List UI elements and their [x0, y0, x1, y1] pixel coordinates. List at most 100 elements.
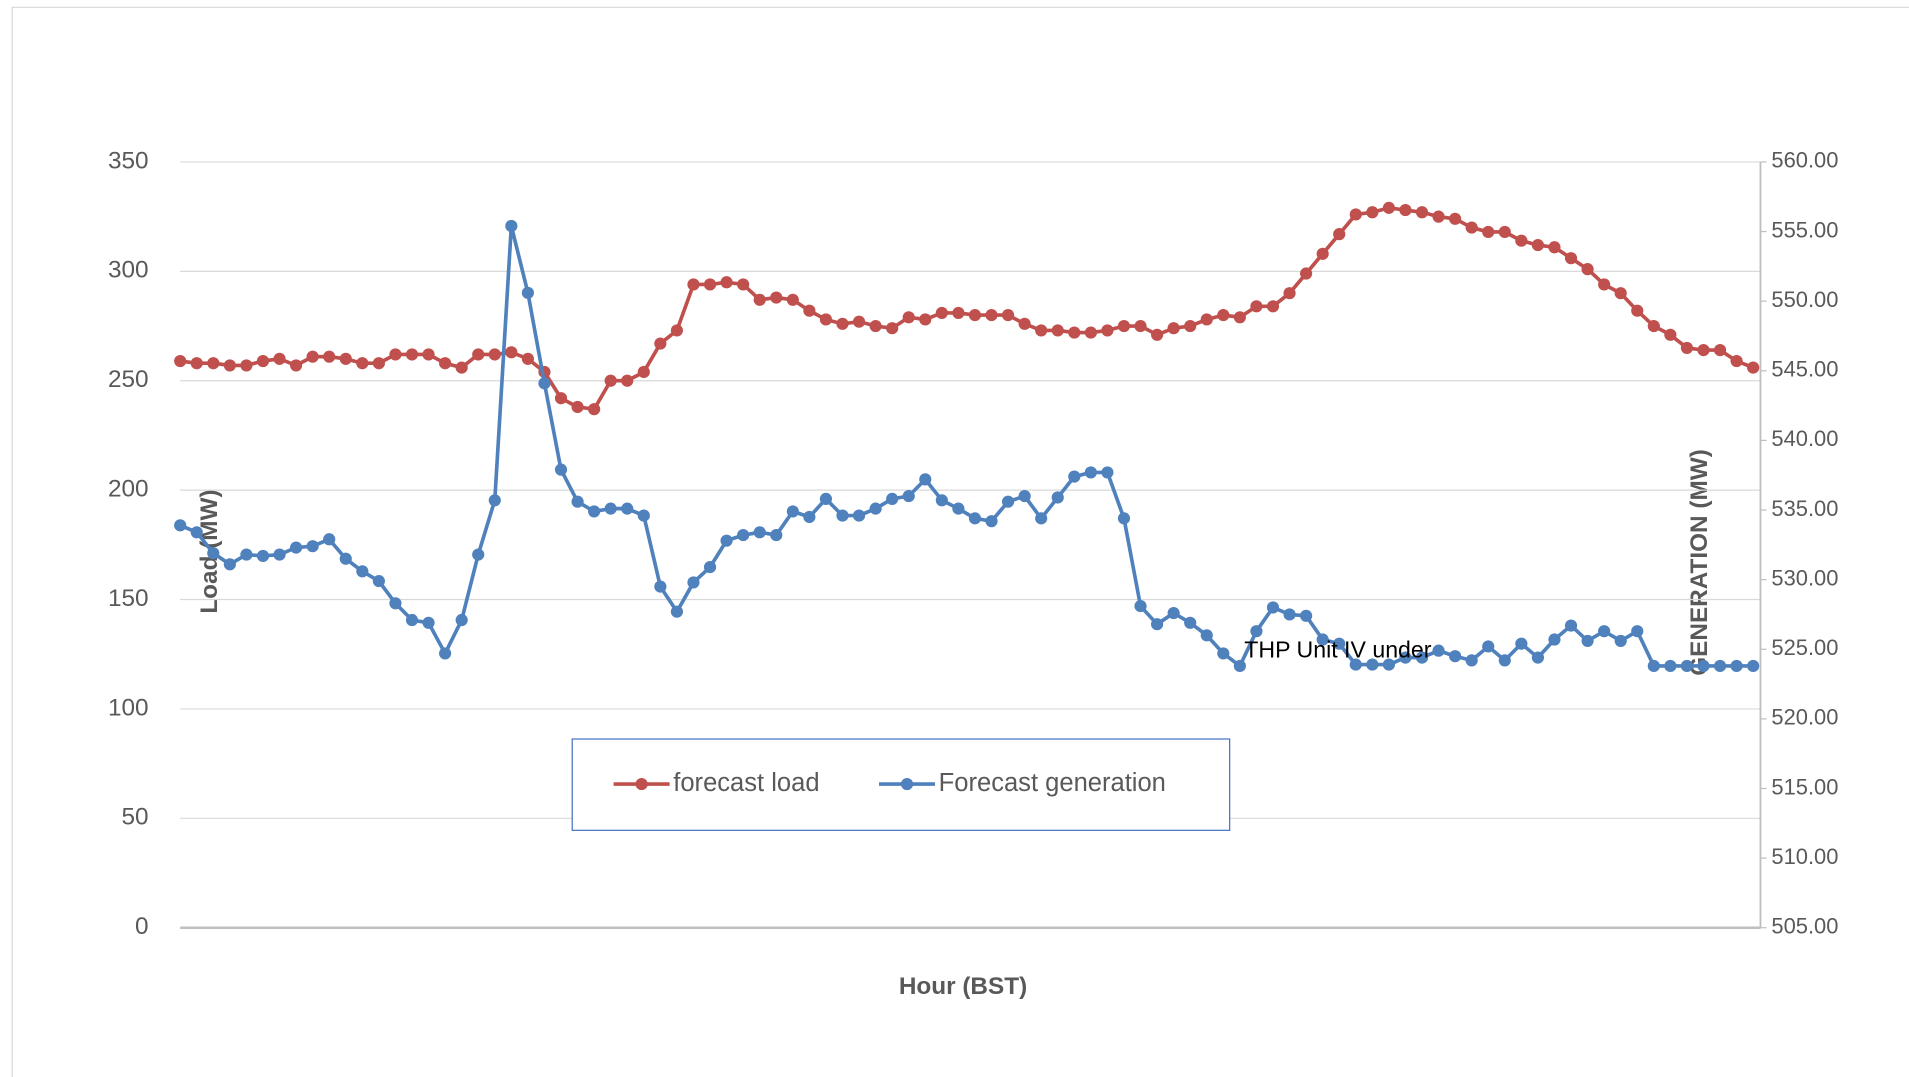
- data-point: [968, 512, 982, 525]
- data-point: [240, 359, 253, 372]
- data-point: [1664, 328, 1677, 341]
- data-point: [1266, 300, 1280, 313]
- data-point: [753, 526, 766, 539]
- data-point: [919, 313, 932, 326]
- data-point: [670, 324, 684, 337]
- data-point: [1035, 324, 1048, 337]
- data-point: [1531, 651, 1545, 664]
- data-point: [935, 306, 948, 319]
- data-point: [1697, 659, 1710, 673]
- data-point: [1250, 625, 1263, 638]
- data-point: [1151, 328, 1164, 341]
- data-point: [1680, 341, 1694, 355]
- data-point: [1531, 238, 1545, 252]
- y2-tick-label: 510.00: [1771, 844, 1838, 869]
- data-point: [389, 348, 402, 361]
- data-point: [1730, 659, 1743, 673]
- data-point: [1300, 267, 1313, 280]
- data-point: [356, 357, 369, 370]
- data-point: [1564, 619, 1578, 632]
- data-point: [571, 400, 584, 414]
- data-point: [1747, 361, 1760, 374]
- data-point: [439, 357, 452, 370]
- data-point: [1134, 319, 1147, 333]
- data-point: [488, 348, 501, 361]
- data-point: [1366, 658, 1379, 671]
- y-tick-label: 250: [108, 366, 149, 393]
- y-tick-label: 200: [108, 476, 149, 503]
- chart-frame: [11, 6, 1909, 1077]
- data-point: [819, 492, 833, 505]
- data-point: [753, 293, 766, 306]
- data-point: [1564, 252, 1578, 265]
- data-point: [1250, 300, 1263, 313]
- data-point: [1399, 203, 1412, 217]
- data-point: [273, 548, 286, 561]
- data-point: [1449, 212, 1462, 225]
- y-tick-label: 50: [121, 804, 148, 831]
- data-point: [1465, 221, 1478, 234]
- y-tick-label: 100: [108, 694, 149, 721]
- data-point: [1432, 644, 1445, 657]
- data-point: [852, 315, 866, 328]
- data-point: [786, 293, 799, 306]
- data-point: [174, 354, 187, 368]
- data-point: [455, 361, 468, 374]
- data-point: [1283, 608, 1296, 621]
- legend-label: forecast load: [673, 769, 819, 797]
- data-point: [1382, 201, 1395, 214]
- data-point: [1117, 319, 1131, 333]
- data-point: [1349, 658, 1362, 671]
- data-point: [654, 337, 667, 350]
- data-point: [1035, 512, 1048, 525]
- data-point: [1399, 651, 1412, 664]
- data-point: [273, 352, 286, 365]
- y2-tick-label: 515.00: [1771, 774, 1838, 799]
- data-point: [1366, 206, 1379, 219]
- data-point: [588, 505, 601, 518]
- data-point: [439, 647, 452, 660]
- data-point: [1614, 634, 1627, 647]
- y-tick-label: 350: [108, 147, 149, 174]
- data-point: [1581, 634, 1594, 647]
- data-point: [1697, 344, 1710, 357]
- data-point: [505, 219, 518, 233]
- data-point: [1515, 234, 1528, 247]
- data-point: [223, 359, 236, 372]
- data-point: [1333, 637, 1346, 650]
- data-point: [1647, 659, 1660, 673]
- data-point: [1482, 225, 1495, 239]
- data-point: [588, 403, 601, 416]
- data-point: [836, 509, 849, 522]
- data-point: [207, 547, 220, 560]
- data-point: [1117, 512, 1131, 525]
- data-point: [1333, 228, 1346, 241]
- data-point: [720, 276, 733, 289]
- data-point: [836, 317, 849, 330]
- y2-tick-label: 550.00: [1771, 287, 1838, 312]
- data-point: [1101, 466, 1114, 479]
- data-point: [637, 509, 650, 522]
- data-point: [869, 319, 882, 333]
- data-point: [1233, 311, 1246, 324]
- data-point: [919, 473, 932, 486]
- data-point: [488, 494, 501, 507]
- data-point: [604, 374, 617, 387]
- data-point: [306, 350, 319, 363]
- data-point: [455, 613, 468, 627]
- data-point: [902, 490, 915, 503]
- data-point: [1432, 210, 1445, 223]
- data-point: [1498, 654, 1511, 667]
- data-point: [786, 505, 799, 518]
- data-point: [1415, 206, 1429, 219]
- y2-tick-label: 555.00: [1771, 217, 1838, 242]
- data-point: [223, 558, 236, 571]
- y2-tick-label: 560.00: [1771, 148, 1838, 173]
- y2-tick-label: 540.00: [1771, 426, 1838, 451]
- data-point: [1167, 322, 1180, 335]
- data-point: [554, 463, 568, 476]
- data-point: [1614, 287, 1627, 300]
- data-point: [389, 597, 402, 610]
- y2-tick-label: 525.00: [1771, 635, 1838, 660]
